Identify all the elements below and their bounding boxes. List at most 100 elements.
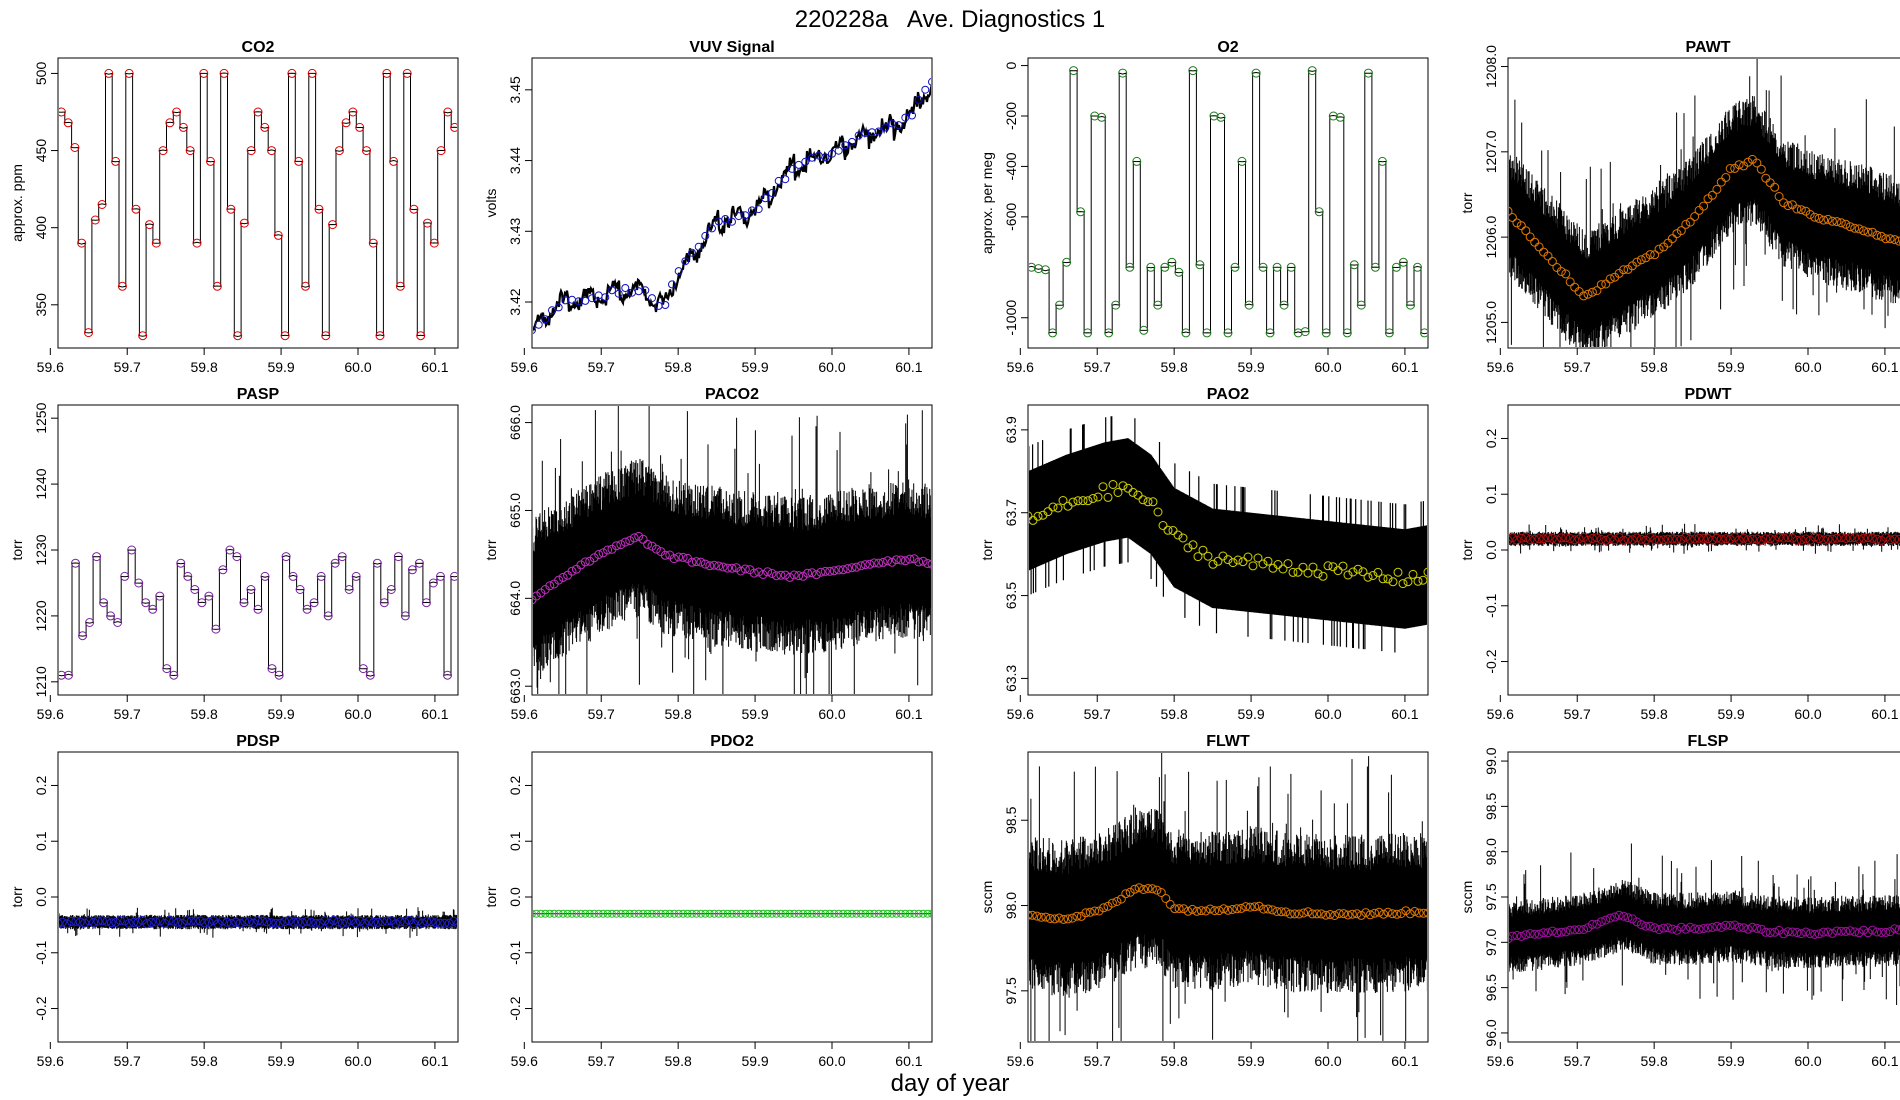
- data-point: [1043, 507, 1053, 517]
- data-point: [1583, 535, 1593, 545]
- data-point: [104, 68, 114, 78]
- data-point: [1605, 534, 1615, 544]
- data-point: [834, 565, 844, 575]
- x-tick-label: 59.8: [1641, 706, 1668, 722]
- data-point: [589, 553, 599, 563]
- data-point: [794, 571, 804, 581]
- data-point: [1248, 561, 1258, 571]
- data-point: [1663, 923, 1673, 933]
- data-point: [1118, 68, 1128, 78]
- data-point: [1779, 198, 1789, 208]
- data-point: [688, 909, 696, 918]
- data-point: [1403, 577, 1413, 587]
- x-tick-label: 59.7: [114, 1053, 141, 1069]
- data-point: [1694, 924, 1704, 934]
- data-point: [85, 618, 95, 627]
- data-point: [117, 281, 127, 291]
- data-point: [287, 68, 297, 78]
- data-point: [1347, 909, 1357, 919]
- data-point: [718, 562, 728, 572]
- data-point: [1641, 535, 1651, 545]
- data-point: [1278, 564, 1288, 574]
- data-point: [1841, 533, 1851, 543]
- data-point: [851, 562, 861, 572]
- x-tick-label: 60.1: [895, 706, 922, 722]
- data-point: [1525, 535, 1535, 544]
- data-point: [302, 604, 312, 614]
- data-point: [1565, 277, 1575, 287]
- data-point: [1663, 534, 1673, 544]
- data-point: [158, 146, 168, 156]
- data-point: [801, 157, 810, 166]
- data-point: [1721, 920, 1731, 930]
- data-point: [799, 909, 808, 918]
- data-point: [435, 918, 445, 928]
- x-tick-label: 59.8: [191, 706, 218, 722]
- data-point: [1792, 204, 1802, 214]
- data-point: [138, 331, 148, 341]
- data-point: [559, 909, 568, 918]
- data-point: [768, 909, 776, 918]
- data-point: [558, 572, 568, 582]
- data-point: [1739, 923, 1749, 933]
- x-tick-label: 60.0: [344, 706, 371, 722]
- data-point: [794, 909, 803, 918]
- data-point: [1303, 568, 1313, 578]
- data-point: [1032, 911, 1042, 921]
- data-point: [1650, 535, 1660, 545]
- data-point: [1113, 488, 1123, 497]
- chart-panel-pao2: PAO2 59.6 59.7 59.8 59.9 60.0 60.1 63.3 63.5 63.7…: [979, 386, 1429, 722]
- data-point: [1521, 930, 1531, 940]
- data-point: [1796, 929, 1806, 939]
- y-tick-label: 0.1: [1483, 484, 1499, 504]
- data-point: [576, 560, 586, 570]
- data-point: [1654, 925, 1664, 934]
- data-point: [1667, 924, 1677, 934]
- x-tick-label: 59.9: [267, 359, 294, 375]
- data-point: [1814, 213, 1824, 223]
- data-point: [185, 146, 195, 156]
- data-point: [731, 563, 741, 573]
- data-point: [1659, 535, 1669, 545]
- data-point: [665, 909, 674, 918]
- data-point: [64, 670, 73, 680]
- data-point: [151, 238, 161, 248]
- data-point: [164, 916, 174, 925]
- data-point: [828, 149, 836, 158]
- data-point: [634, 531, 644, 541]
- data-point: [789, 570, 799, 580]
- data-point: [1353, 564, 1363, 574]
- data-point: [1619, 535, 1629, 545]
- data-point: [1850, 223, 1860, 233]
- data-point: [1707, 535, 1717, 545]
- data-point: [1423, 908, 1427, 918]
- data-point: [700, 559, 710, 569]
- data-point: [554, 575, 564, 585]
- y-tick-label: -200: [1003, 102, 1019, 130]
- data-layer: [1509, 523, 1900, 554]
- data-point: [1681, 924, 1691, 934]
- data-point: [841, 141, 850, 150]
- data-point: [625, 909, 634, 918]
- chart-panel-vuv-signal: VUV Signal 59.6 59.7 59.8 59.9 60.0 60.1 3.42 3.…: [483, 39, 933, 375]
- data-point: [172, 107, 182, 117]
- data-point: [391, 919, 401, 929]
- data-point: [1627, 914, 1637, 924]
- data-point: [182, 916, 192, 926]
- data-point: [1146, 262, 1156, 272]
- data-point: [393, 552, 403, 562]
- data-point: [195, 916, 205, 926]
- x-tick-label: 59.7: [588, 359, 615, 375]
- data-point: [1747, 534, 1757, 544]
- data-point: [1823, 534, 1833, 544]
- data-point: [1734, 922, 1744, 932]
- data-point: [416, 331, 426, 341]
- y-tick-label: -0.1: [507, 940, 523, 964]
- data-point: [1730, 920, 1740, 930]
- data-point: [1509, 206, 1513, 216]
- data-point: [111, 156, 121, 166]
- data-point: [1349, 260, 1359, 270]
- data-point: [440, 918, 450, 928]
- data-point: [1509, 535, 1513, 545]
- y-axis-label: torr: [483, 539, 499, 560]
